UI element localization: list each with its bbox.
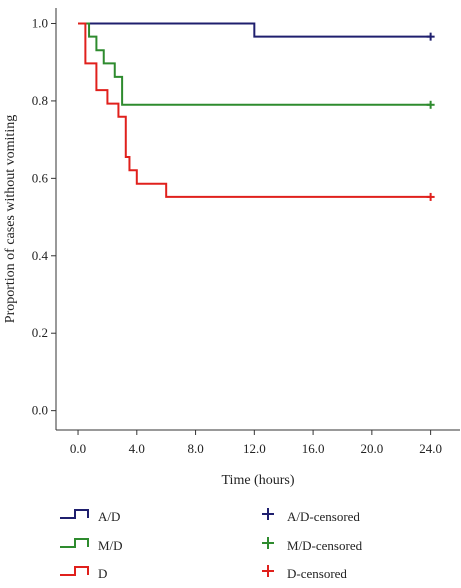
y-tick-label: 0.0 <box>32 403 48 418</box>
legend-censored-label-ad: A/D-censored <box>287 509 360 524</box>
censor-mark-d <box>426 192 435 201</box>
legend-censored-label-d: D-censored <box>287 566 347 581</box>
x-tick-label: 8.0 <box>187 441 203 456</box>
censor-mark-ad <box>426 32 435 41</box>
legend-censor-swatch-d <box>262 565 274 577</box>
y-tick-label: 0.6 <box>32 170 49 185</box>
y-tick-label: 0.2 <box>32 325 48 340</box>
legend-censor-swatch-ad <box>262 508 274 520</box>
series-line-md <box>78 22 431 106</box>
y-tick-label: 0.8 <box>32 93 48 108</box>
legend-label-md: M/D <box>98 538 123 553</box>
x-tick-label: 16.0 <box>302 441 325 456</box>
axes: 0.0 0.2 0.4 0.6 0.8 1.0 0.0 4.0 8.0 12.0 16.0 20.0 2… <box>3 8 460 488</box>
x-tick-label: 20.0 <box>360 441 383 456</box>
y-tick-label: 0.4 <box>32 248 49 263</box>
x-tick-label: 12.0 <box>243 441 266 456</box>
legend-swatch-md <box>60 538 89 548</box>
legend-label-ad: A/D <box>98 509 120 524</box>
y-axis-title: Proportion of cases without vomiting <box>3 115 18 323</box>
x-axis-title: Time (hours) <box>222 473 295 488</box>
legend-censor-swatch-md <box>262 537 274 549</box>
x-tick-label: 0.0 <box>70 441 86 456</box>
legend-swatch-ad <box>60 509 89 519</box>
legend-label-d: D <box>98 566 107 581</box>
censor-mark-md <box>426 100 435 109</box>
series-line-ad <box>78 22 431 38</box>
series-line-d <box>78 22 431 198</box>
legend: A/D A/D-censored M/D M/D-censored D D-censore… <box>60 508 363 581</box>
y-tick-label: 1.0 <box>32 15 48 30</box>
x-tick-label: 24.0 <box>419 441 442 456</box>
legend-swatch-d <box>60 566 89 576</box>
series-lines <box>78 22 435 201</box>
legend-censored-label-md: M/D-censored <box>287 538 363 553</box>
x-tick-label: 4.0 <box>129 441 145 456</box>
